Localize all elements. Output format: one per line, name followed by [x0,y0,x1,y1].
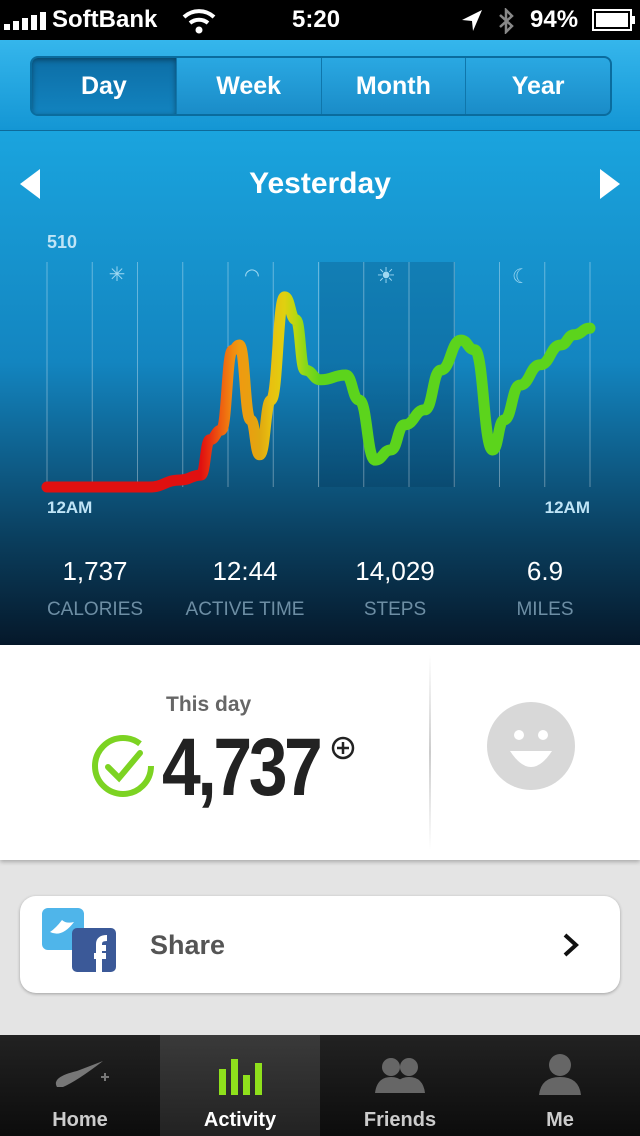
sky-icon: ☀ [376,263,396,288]
period-tab[interactable]: Month [320,58,466,114]
battery-percent: 94% [530,6,579,33]
battery-icon [592,9,635,31]
sky-icon: ☾ [512,266,530,288]
stat-value: 6.9 [526,556,564,586]
activity-panel: Yesterday 510 12AM 12AM ✳ ◠ ☀ ☾ 1,737 CALORIES 1… [0,131,640,645]
stat-value: 12:44 [212,556,278,586]
summary-card: This day 4,737 [0,645,640,860]
goal-check [92,735,154,797]
nav-icon [539,1054,581,1095]
period-tab[interactable]: Week [175,58,321,114]
plus-icon[interactable] [330,735,356,761]
period-tab[interactable]: Year [465,58,610,114]
activity-line [41,291,596,493]
wifi-icon [182,9,216,34]
signal-icon [4,12,46,30]
divider [429,655,431,850]
tab-bar: Home Activity Friends Me [0,1035,640,1136]
y-tick-label: 510 [47,232,77,252]
summary-caption: This day [166,693,252,716]
nav-icon [375,1058,425,1093]
carrier: SoftBank [52,6,158,33]
stat-label: ACTIVE TIME [185,599,305,620]
period-title: Yesterday [249,167,391,200]
stat-label: STEPS [363,599,427,620]
nav-item[interactable]: Activity [160,1035,320,1136]
nav-label: Home [52,1109,108,1131]
stat-label: CALORIES [46,599,144,620]
social-icons [42,908,116,972]
x-tick-label: 12AM [545,498,590,517]
period-tab[interactable]: Day [32,58,176,114]
nav-item[interactable]: Friends [320,1035,480,1136]
status-icons [462,8,514,34]
sky-icon: ✳ [109,264,126,286]
nav-icon [219,1059,262,1095]
chevron [563,933,579,957]
x-tick-label: 12AM [47,498,92,517]
stat-value: 1,737 [62,556,128,586]
header: Day Week Month Year [0,40,640,131]
stat: 6.9 MILES [470,556,620,621]
stat: 12:44 ACTIVE TIME [170,556,320,621]
status-bar: SoftBank 5:20 94% [0,0,640,40]
stat-value: 14,029 [355,556,435,586]
nav-label: Activity [203,1109,277,1131]
period-selector: Day Week Month Year [30,56,612,116]
stat-label: MILES [516,599,574,620]
share-button[interactable]: Share [20,896,620,993]
stat: 1,737 CALORIES [20,556,170,621]
fuel-points: 4,737 [162,722,323,813]
prev-arrow[interactable] [18,167,44,201]
next-arrow[interactable] [596,167,622,201]
stat: 14,029 STEPS [320,556,470,621]
nav-label: Me [546,1109,574,1131]
smiley [487,702,575,790]
sky-icon: ◠ [244,265,260,285]
nav-label: Friends [363,1109,437,1131]
nav-item[interactable]: Home [0,1035,160,1136]
activity-chart: 510 12AM 12AM ✳ ◠ ☀ ☾ [41,232,596,517]
stats-row: 1,737 CALORIES 12:44 ACTIVE TIME 14,029 STEPS… [20,556,620,621]
nav-item[interactable]: Me [480,1035,640,1136]
nav-icon [55,1061,109,1087]
share-label: Share [150,930,226,960]
clock: 5:20 [292,6,341,33]
